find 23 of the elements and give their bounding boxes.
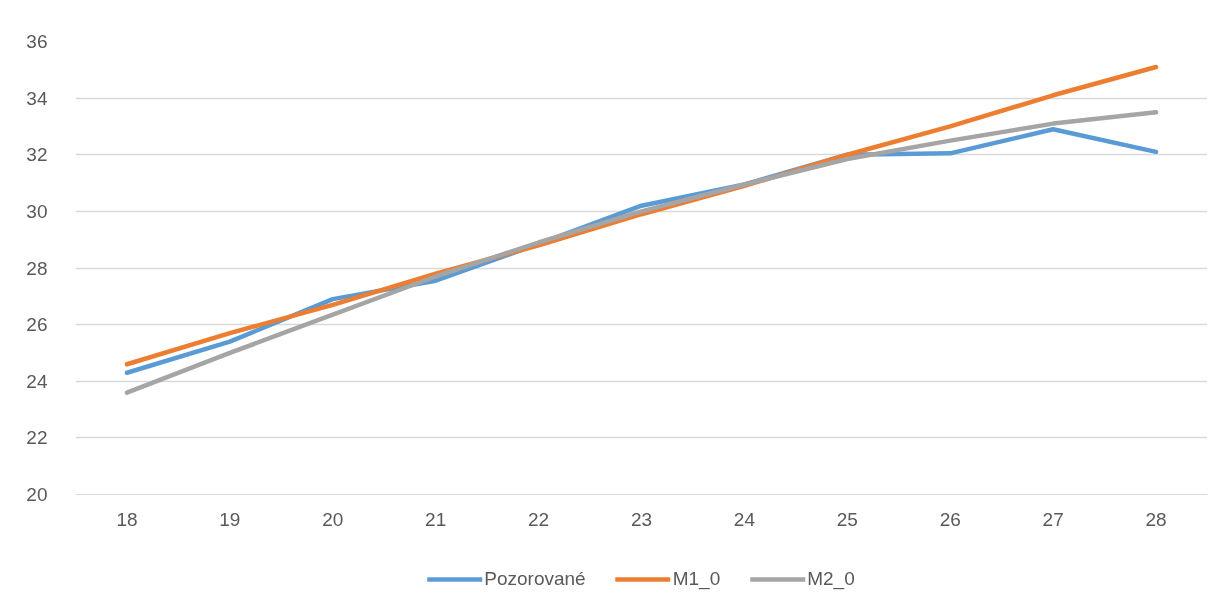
y-tick-label: 36 [26,31,48,52]
legend-label: M2_0 [807,567,855,590]
x-tick-label: 20 [322,508,344,530]
y-tick-label: 20 [26,484,48,505]
x-tick-label: 21 [425,508,447,530]
y-tick-label: 24 [26,370,48,392]
y-tick-label: 22 [26,427,48,449]
y-tick-label: 34 [26,87,48,109]
x-tick-label: 19 [219,508,241,530]
x-tick-label: 28 [1145,508,1167,530]
x-tick-label: 25 [836,508,858,530]
x-tick-label: 24 [733,508,756,530]
x-tick-label: 23 [630,508,653,530]
legend-label: Pozorované [484,567,586,590]
x-tick-label: 22 [528,508,550,530]
legend-label: M1_0 [672,567,721,590]
x-tick-label: 26 [939,508,961,530]
y-tick-label: 30 [26,200,48,222]
x-tick-label: 18 [116,508,138,530]
y-tick-label: 32 [26,144,48,166]
x-tick-label: 27 [1042,508,1064,530]
y-tick-label: 28 [26,257,48,279]
y-tick-label: 26 [26,314,48,336]
